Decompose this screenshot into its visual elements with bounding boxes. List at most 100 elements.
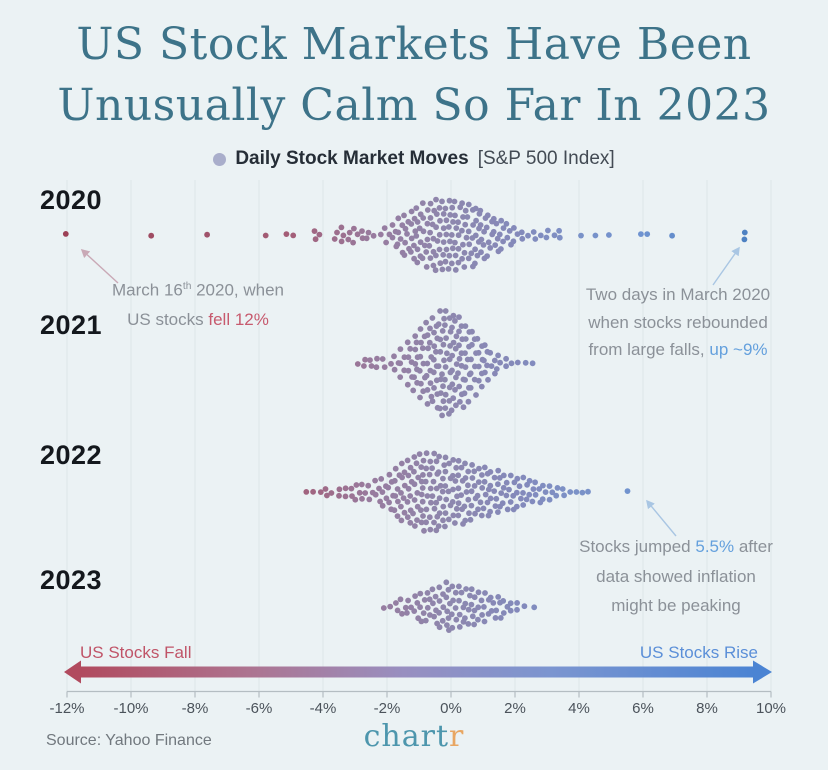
- dot: [312, 236, 319, 243]
- dot: [445, 516, 452, 523]
- dot: [559, 486, 566, 492]
- dot: [546, 483, 553, 489]
- axis-tick-label: -6%: [245, 700, 273, 717]
- dot: [442, 376, 448, 383]
- dot: [310, 488, 316, 495]
- dot: [419, 200, 426, 207]
- dot: [429, 465, 435, 472]
- dot: [494, 235, 501, 242]
- dot: [482, 369, 488, 376]
- dot: [439, 371, 445, 378]
- dot: [410, 387, 417, 394]
- dot: [433, 196, 439, 203]
- dot: [412, 523, 418, 529]
- dot: [446, 252, 453, 259]
- dot: [439, 266, 446, 273]
- annotation-arrows: [80, 246, 740, 537]
- dot: [418, 491, 425, 498]
- dot: [465, 468, 472, 475]
- dot: [452, 212, 458, 219]
- dot: [482, 491, 489, 498]
- dot: [391, 507, 398, 514]
- dot: [741, 236, 748, 243]
- dot: [475, 349, 482, 356]
- dot: [446, 460, 452, 467]
- dot: [469, 328, 475, 335]
- dot: [456, 383, 463, 390]
- dot: [433, 499, 440, 506]
- dot: [491, 357, 498, 364]
- dot: [462, 350, 468, 356]
- dot: [482, 590, 488, 596]
- dot: [488, 608, 495, 614]
- dot: [411, 497, 418, 503]
- dot: [423, 519, 429, 526]
- chartr-logo-accent: r: [449, 719, 465, 754]
- dot: [554, 485, 561, 491]
- dot: [546, 496, 553, 503]
- dot: [435, 523, 442, 529]
- dot: [511, 225, 517, 231]
- chart-title-line1: US Stock Markets Have Been: [76, 19, 752, 70]
- dot: [401, 367, 408, 374]
- dot: [478, 383, 485, 390]
- dot: [526, 477, 533, 484]
- dot: [411, 242, 417, 249]
- dot: [492, 242, 499, 249]
- dot: [462, 323, 469, 329]
- stocks-fall-label: US Stocks Fall: [80, 643, 192, 662]
- dot: [433, 224, 439, 231]
- dot: [477, 499, 484, 506]
- dot: [473, 217, 479, 224]
- dot: [394, 241, 401, 248]
- dot: [443, 496, 450, 503]
- dot: [481, 604, 487, 610]
- dot: [456, 624, 463, 630]
- dot: [474, 492, 481, 499]
- dot: [370, 232, 377, 239]
- dot: [553, 492, 560, 499]
- legend-dot-icon: [213, 152, 227, 166]
- dot: [498, 490, 505, 496]
- dot: [374, 355, 380, 362]
- dot: [419, 485, 426, 491]
- dot: [549, 489, 556, 496]
- dot: [462, 336, 469, 342]
- dot: [440, 211, 447, 217]
- dot: [420, 472, 426, 478]
- dot: [407, 519, 414, 526]
- dot: [446, 224, 452, 230]
- dot: [324, 492, 330, 499]
- axis-tick-label: 6%: [632, 700, 654, 717]
- beeswarm-2022: [303, 450, 631, 534]
- dot: [443, 335, 449, 341]
- dot: [468, 488, 475, 495]
- dot: [480, 505, 487, 512]
- dot: [346, 229, 353, 236]
- dot: [442, 523, 448, 530]
- dot: [419, 255, 426, 262]
- dot: [442, 391, 449, 398]
- dot: [556, 227, 562, 234]
- dot: [520, 474, 527, 481]
- dot: [386, 499, 392, 506]
- dot: [479, 485, 486, 491]
- dot: [437, 336, 444, 343]
- dot: [363, 235, 370, 242]
- dot: [471, 594, 478, 601]
- dot: [447, 212, 454, 218]
- dot: [431, 343, 438, 350]
- dot: [424, 236, 431, 243]
- dot: [475, 604, 482, 611]
- dot: [492, 615, 499, 621]
- dot: [420, 457, 427, 464]
- dot: [465, 255, 472, 262]
- dot: [451, 198, 458, 205]
- dot: [436, 453, 442, 460]
- dot: [433, 211, 440, 218]
- dot: [350, 239, 356, 246]
- dot: [466, 510, 472, 517]
- dot: [365, 482, 372, 489]
- dot: [481, 342, 488, 348]
- axis-tick-label: -12%: [49, 700, 85, 717]
